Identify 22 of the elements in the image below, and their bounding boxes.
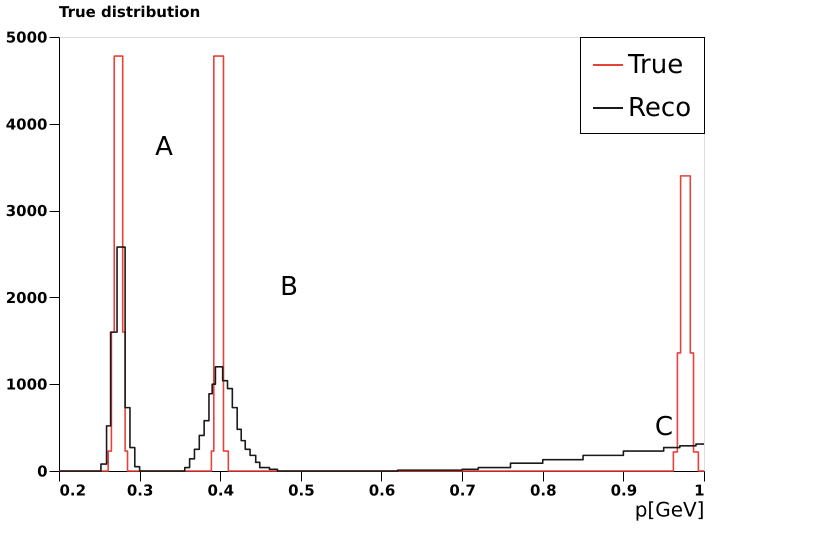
legend-label: True [627, 50, 684, 80]
y-tick-label: 1000 [6, 376, 48, 394]
legend-label: Reco [628, 93, 692, 123]
x-tick-label: 0.2 [60, 482, 86, 500]
y-tick-label: 4000 [6, 115, 48, 134]
x-tick-label: 0.3 [126, 482, 154, 500]
y-tick-label: 0 [37, 462, 48, 480]
x-axis-title: p[GeV] [634, 498, 704, 522]
annotation: B [280, 272, 298, 302]
annotation: C [654, 412, 674, 442]
x-tick-label: 0.6 [368, 482, 396, 500]
y-tick-label: 2000 [6, 288, 48, 307]
x-tick-label: 0.5 [288, 482, 315, 500]
x-tick-label: 0.4 [207, 482, 234, 500]
annotation: A [155, 132, 174, 162]
x-tick-label: 1 [694, 482, 704, 500]
x-tick-label: 0.7 [449, 482, 476, 500]
x-tick-label: 0.8 [530, 482, 557, 500]
y-tick-label: 5000 [6, 28, 48, 46]
chart-title: True distribution [59, 3, 200, 21]
x-tick-label: 0.9 [610, 482, 638, 500]
y-tick-label: 3000 [6, 202, 48, 220]
